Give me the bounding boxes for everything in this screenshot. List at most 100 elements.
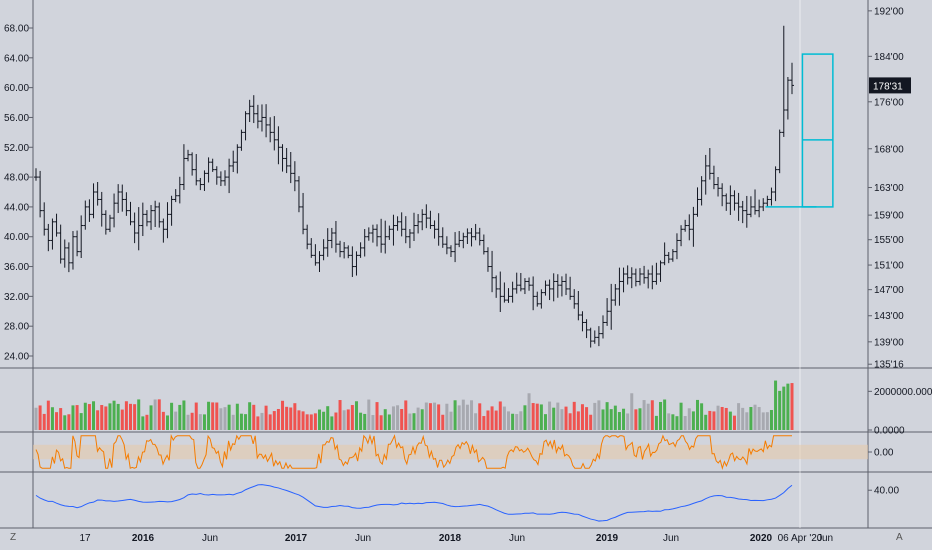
auto-scale-icon[interactable]: A	[896, 532, 903, 543]
oscillator-tick-label: 0.00	[874, 448, 894, 459]
volume-bar	[774, 380, 778, 430]
left-tick-label: 36.00	[4, 262, 29, 273]
volume-bar	[568, 413, 572, 430]
time-tick-label: Jun	[355, 533, 371, 544]
volume-bar	[502, 406, 506, 430]
left-tick-label: 40.00	[4, 232, 29, 243]
volume-bar	[412, 413, 416, 430]
volume-bar	[293, 403, 297, 430]
volume-bar	[235, 403, 239, 430]
volume-bar	[59, 408, 63, 430]
time-tick-label: 2020	[750, 533, 773, 544]
volume-bar	[523, 405, 527, 430]
volume-bar	[449, 411, 453, 430]
right-tick-label: 168'00	[874, 144, 904, 155]
left-tick-label: 44.00	[4, 202, 29, 213]
volume-bar	[182, 400, 186, 430]
time-tick-label: 17	[79, 533, 91, 544]
volume-bar	[108, 403, 112, 430]
volume-bar	[55, 412, 59, 430]
volume-bar	[387, 414, 391, 430]
volume-bar	[313, 413, 317, 430]
volume-bar	[46, 400, 50, 430]
volume-bar	[757, 407, 761, 430]
left-tick-label: 52.00	[4, 143, 29, 154]
volume-bar	[556, 402, 560, 430]
left-tick-label: 48.00	[4, 173, 29, 184]
crosshair-date-badge	[781, 530, 821, 544]
volume-bar	[83, 402, 87, 430]
volume-bar	[67, 414, 71, 430]
left-tick-label: 60.00	[4, 83, 29, 94]
volume-bar	[198, 414, 202, 430]
volume-bar	[601, 409, 605, 430]
volume-bar	[679, 402, 683, 430]
volume-bar	[634, 409, 638, 430]
volume-bar	[318, 409, 321, 430]
left-tick-label: 28.00	[4, 322, 29, 333]
volume-bar	[663, 399, 667, 430]
volume-bar	[585, 407, 589, 430]
volume-bar	[671, 414, 675, 430]
volume-bar	[391, 406, 395, 430]
volume-bar	[420, 409, 424, 430]
volume-bar	[470, 400, 474, 430]
volume-bar	[219, 408, 223, 430]
volume-bar	[552, 407, 556, 430]
time-tick-label: 2016	[132, 533, 155, 544]
volume-bar	[638, 408, 642, 430]
volume-bar	[712, 411, 716, 430]
left-tick-label: 24.00	[4, 352, 29, 363]
volume-bar	[617, 412, 621, 430]
volume-tick-label: 2000000.0000	[874, 387, 932, 398]
volume-bar	[170, 402, 174, 430]
right-tick-label: 147'00	[874, 285, 904, 296]
volume-bar	[605, 402, 609, 430]
volume-bar	[346, 409, 350, 430]
volume-bar	[404, 400, 408, 430]
volume-bar	[494, 410, 498, 430]
right-tick-label: 184'00	[874, 52, 904, 63]
breakout-box	[801, 53, 834, 208]
volume-bar	[161, 411, 165, 430]
volume-bar	[424, 402, 428, 430]
volume-bar	[129, 403, 132, 430]
volume-bar	[486, 410, 490, 430]
volume-bar	[778, 390, 782, 430]
volume-bar	[716, 405, 720, 430]
zoom-icon[interactable]: Z	[10, 532, 17, 543]
volume-bar	[535, 403, 539, 430]
volume-bar	[350, 405, 354, 430]
volume-bar	[761, 412, 765, 430]
last-price-label: 178'31	[873, 81, 903, 92]
right-tick-label: 151'00	[874, 261, 904, 272]
volume-bar	[252, 404, 256, 430]
volume-bar	[305, 414, 309, 430]
volume-bar	[564, 406, 568, 430]
volume-bar	[383, 409, 387, 430]
volume-bar	[527, 393, 531, 430]
volume-bar	[256, 416, 260, 430]
volume-bar	[457, 405, 461, 430]
volume-bar	[371, 415, 375, 430]
volume-bar	[231, 414, 235, 430]
volume-bar	[34, 407, 38, 430]
volume-bar	[741, 407, 745, 430]
volume-bar	[334, 412, 338, 430]
volume-bar	[745, 412, 749, 430]
volume-bar	[50, 407, 54, 430]
right-tick-label: 135'16	[874, 360, 904, 371]
volume-bar	[613, 405, 617, 430]
volume-bar	[650, 400, 654, 430]
volume-bar	[765, 412, 769, 430]
volume-bar	[704, 414, 708, 430]
volume-bar	[790, 383, 794, 430]
volume-bar	[186, 414, 190, 430]
volume-bar	[543, 414, 547, 430]
volume-bar	[428, 403, 432, 430]
volume-bar	[782, 386, 786, 430]
volume-bar	[396, 405, 400, 430]
volume-bar	[322, 411, 326, 430]
volume-bar	[87, 404, 91, 430]
